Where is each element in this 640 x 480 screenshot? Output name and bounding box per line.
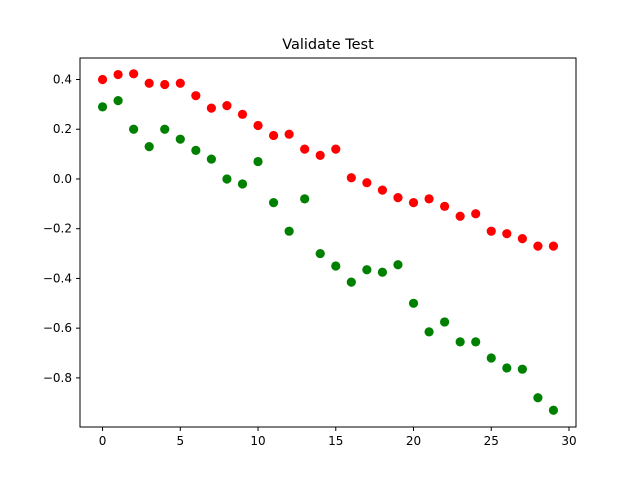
series-1-point xyxy=(191,91,201,101)
series-2-point xyxy=(362,265,372,275)
x-tick-label: 25 xyxy=(484,434,499,448)
series-1-point xyxy=(300,144,310,154)
x-axis: 0 5 10 15 20 25 30 xyxy=(99,427,577,448)
points-layer xyxy=(97,69,559,415)
series-2-point xyxy=(440,317,450,327)
series-2-point xyxy=(486,353,496,363)
series-1-point xyxy=(206,103,216,113)
x-tick-label: 10 xyxy=(250,434,265,448)
series-1-point xyxy=(486,226,496,236)
series-1-point xyxy=(440,201,450,211)
series-2-point xyxy=(222,174,232,184)
series-2-point xyxy=(300,194,310,204)
y-tick-label: 0.4 xyxy=(53,73,72,87)
series-2-point xyxy=(315,248,325,259)
series-1-point xyxy=(129,69,139,79)
plot-frame xyxy=(79,57,577,428)
series-1-point xyxy=(253,120,263,131)
series-1-point xyxy=(548,241,559,251)
x-tick-label: 15 xyxy=(328,434,343,448)
series-1-point xyxy=(222,101,232,111)
series-2-point xyxy=(160,124,170,134)
series-2-point xyxy=(129,124,139,134)
series-1-point xyxy=(315,150,325,160)
series-2-point xyxy=(331,261,341,271)
series-1-point xyxy=(362,178,372,188)
series-2-point xyxy=(268,197,279,208)
series-1-point xyxy=(346,173,356,183)
series-1-point xyxy=(284,129,294,139)
x-tick-label: 20 xyxy=(406,434,421,448)
y-axis: −0.8 −0.6 −0.4 −0.2 0.0 0.2 0.4 xyxy=(43,73,80,385)
series-1-point xyxy=(408,197,419,208)
series-1-point xyxy=(175,78,185,88)
series-1-point xyxy=(533,241,543,251)
series-2-point xyxy=(471,337,481,347)
x-tick-label: 0 xyxy=(99,434,107,448)
series-1-point xyxy=(97,74,108,85)
series-2-point xyxy=(206,154,216,164)
y-tick-label: −0.6 xyxy=(43,321,72,335)
series-2-point xyxy=(424,327,434,337)
series-2-point xyxy=(175,134,185,144)
series-1-point xyxy=(471,209,481,219)
series-2-point xyxy=(237,179,248,189)
series-1-point xyxy=(377,185,388,195)
y-tick-label: −0.8 xyxy=(43,371,72,385)
series-2-point xyxy=(533,393,543,403)
series-2-point xyxy=(253,156,263,167)
series-1-point xyxy=(331,144,341,154)
series-2-point xyxy=(144,142,154,152)
series-1-point xyxy=(424,194,434,204)
series-1-point xyxy=(517,234,527,244)
series-2-point xyxy=(191,145,201,155)
series-2-point xyxy=(393,260,403,270)
series-2-point xyxy=(502,363,512,373)
x-tick-label: 30 xyxy=(561,434,576,448)
series-2-point xyxy=(377,267,388,277)
series-2-point xyxy=(97,102,108,112)
x-tick-label: 5 xyxy=(176,434,184,448)
series-1-point xyxy=(113,69,123,80)
series-2-point xyxy=(113,96,123,106)
series-1-point xyxy=(393,193,403,203)
series-1-point xyxy=(237,109,248,119)
series-2-point xyxy=(517,364,527,374)
series-1-point xyxy=(160,79,170,90)
series-2-point xyxy=(346,277,356,287)
y-tick-label: 0.2 xyxy=(53,122,72,136)
series-2-point xyxy=(284,226,294,236)
series-2-point xyxy=(455,337,465,347)
series-2-point xyxy=(548,405,559,415)
y-tick-label: 0.0 xyxy=(53,172,72,186)
series-1-point xyxy=(144,78,154,88)
y-tick-label: −0.2 xyxy=(43,222,72,236)
series-1-point xyxy=(268,130,279,141)
series-2-point xyxy=(408,298,419,308)
series-1-point xyxy=(502,229,512,239)
chart-title: Validate Test xyxy=(282,37,374,53)
y-tick-label: −0.4 xyxy=(43,271,72,285)
series-1-point xyxy=(455,211,465,221)
